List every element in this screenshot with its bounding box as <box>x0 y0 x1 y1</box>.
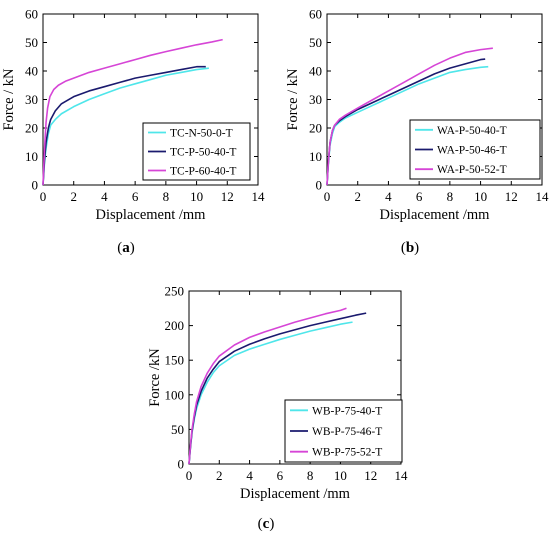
panel-a: 0 2 4 6 8 10 12 14 0 10 20 30 40 50 60 Displacement /mm… <box>1 7 265 257</box>
y-tick-label-c: 0 <box>178 457 185 472</box>
legend-label-c-3: WB-P-75-52-T <box>312 447 382 459</box>
panel-b: 0 2 4 6 8 10 12 14 0 10 20 30 40 50 60 Displacement /mm… <box>285 7 549 257</box>
x-tick-label-a: 10 <box>190 189 203 204</box>
panel-label-close: ) <box>269 516 274 532</box>
legend-label-b-3: WA-P-50-52-T <box>437 164 507 176</box>
x-tick-label-c: 10 <box>334 468 347 483</box>
x-tick-label-b: 8 <box>447 189 454 204</box>
x-tick-label-a: 8 <box>163 189 170 204</box>
y-tick-label-a: 10 <box>25 149 38 164</box>
x-tick-label-a: 6 <box>132 189 139 204</box>
y-tick-label-c: 100 <box>165 387 185 402</box>
legend-label-c-1: WB-P-75-40-T <box>312 405 382 417</box>
panel-label-close: ) <box>130 240 135 256</box>
y-tick-label-b: 40 <box>309 64 322 79</box>
x-tick-label-b: 2 <box>354 189 361 204</box>
legend-label-a-2: TC-P-50-40-T <box>170 147 236 159</box>
x-axis-title-b: Displacement /mm <box>380 207 491 223</box>
panel-c: 0 2 4 6 8 10 12 14 0 50 100 150 200 250 Displacement /… <box>147 284 408 533</box>
x-tick-label-c: 14 <box>395 468 409 483</box>
y-tick-label-a: 40 <box>25 64 38 79</box>
y-tick-label-b: 0 <box>316 178 323 193</box>
series-line-a-2 <box>42 65 206 186</box>
y-tick-label-b: 10 <box>309 149 322 164</box>
x-tick-label-b: 14 <box>536 189 550 204</box>
x-tick-label-b: 6 <box>416 189 423 204</box>
x-tick-label-a: 2 <box>70 189 77 204</box>
series-line-a-3 <box>42 38 223 186</box>
x-tick-label-a: 12 <box>221 189 234 204</box>
panel-label-close: ) <box>414 240 419 256</box>
x-tick-label-b: 10 <box>474 189 487 204</box>
x-tick-label-c: 0 <box>186 468 193 483</box>
series-line-c-3 <box>188 307 347 465</box>
y-tick-label-a: 50 <box>25 35 38 50</box>
y-tick-label-a: 20 <box>25 121 38 136</box>
legend-label-a-3: TC-P-60-40-T <box>170 166 236 178</box>
x-axis-title-a: Displacement /mm <box>96 207 207 223</box>
series-line-a-1 <box>42 67 209 186</box>
x-tick-label-a: 14 <box>252 189 266 204</box>
x-axis-title-c: Displacement /mm <box>240 486 351 502</box>
x-tick-label-c: 12 <box>364 468 377 483</box>
x-tick-label-a: 0 <box>40 189 47 204</box>
y-tick-label-b: 30 <box>309 92 322 107</box>
y-axis-title-c: Force /kN <box>147 348 163 407</box>
panel-label-open: ( <box>117 240 122 256</box>
x-tick-label-c: 8 <box>307 468 314 483</box>
y-tick-label-c: 250 <box>165 284 185 299</box>
legend-label-b-2: WA-P-50-46-T <box>437 145 507 157</box>
panel-label-open: ( <box>401 240 406 256</box>
x-tick-label-a: 4 <box>101 189 108 204</box>
x-tick-label-b: 12 <box>505 189 518 204</box>
x-tick-label-c: 4 <box>246 468 253 483</box>
legend-label-c-2: WB-P-75-46-T <box>312 426 382 438</box>
panel-label-open: ( <box>258 516 263 532</box>
panel-label-letter: b <box>406 240 414 256</box>
y-axis-title-b: Force / kN <box>285 68 301 131</box>
panel-label-b: (b) <box>401 240 419 256</box>
y-axis-title-a: Force / kN <box>1 68 17 131</box>
legend-label-a-1: TC-N-50-0-T <box>170 128 233 140</box>
y-tick-label-c: 200 <box>165 318 185 333</box>
panel-label-a: (a) <box>117 240 135 256</box>
x-tick-label-c: 2 <box>216 468 223 483</box>
series-line-b-3 <box>326 47 493 186</box>
panel-label-letter: c <box>263 516 270 532</box>
x-tick-label-b: 4 <box>385 189 392 204</box>
x-tick-label-b: 0 <box>324 189 331 204</box>
y-tick-label-a: 0 <box>32 178 39 193</box>
y-tick-label-b: 50 <box>309 35 322 50</box>
y-tick-label-b: 20 <box>309 121 322 136</box>
x-tick-label-c: 6 <box>277 468 284 483</box>
panel-label-c: (c) <box>258 516 275 532</box>
y-tick-label-c: 50 <box>171 422 184 437</box>
y-tick-label-a: 30 <box>25 92 38 107</box>
y-tick-label-c: 150 <box>165 353 185 368</box>
y-tick-label-a: 60 <box>25 7 38 22</box>
plot-frame-c <box>188 290 402 465</box>
y-tick-label-b: 60 <box>309 7 322 22</box>
legend-label-b-1: WA-P-50-40-T <box>437 125 507 137</box>
panel-label-letter: a <box>122 240 130 256</box>
